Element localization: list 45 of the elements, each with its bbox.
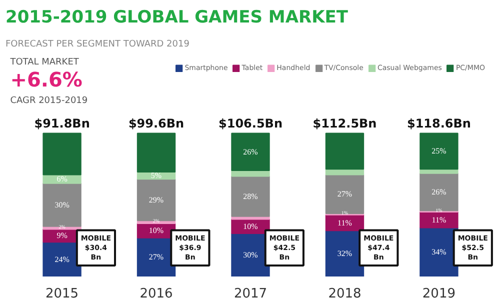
bar: [42, 182, 82, 227]
text: TOTAL MARKET: [9, 57, 80, 68]
annotation: $118.6Bn: [406, 116, 471, 130]
bar: [325, 132, 364, 170]
data-label: 10%: [148, 226, 164, 236]
x-tick-label: 2017: [234, 286, 268, 300]
data-label: 28%: [243, 192, 258, 201]
data-label: 25%: [432, 146, 447, 156]
data-label: 30%: [243, 250, 258, 260]
bar: [136, 132, 176, 172]
data-label: 27%: [337, 190, 352, 199]
data-label: 9%: [56, 231, 68, 240]
x-tick-label: 2016: [140, 286, 173, 300]
data-label: 10%: [243, 222, 258, 231]
bar: [42, 132, 82, 176]
x-tick-label: 2018: [328, 286, 362, 300]
bar: [136, 178, 176, 222]
data-label: 5%: [150, 171, 162, 180]
annotation: $112.5Bn: [312, 116, 377, 130]
bar: [420, 172, 458, 212]
data-label: 32%: [337, 249, 352, 258]
data-label: 6%: [56, 174, 68, 184]
bar: [325, 174, 364, 214]
data-label: 26%: [432, 187, 447, 196]
chart-title: 2015-2019 GLOBAL GAMES MARKET: [6, 8, 348, 28]
bar: [420, 212, 458, 228]
data-label: 24%: [54, 254, 70, 264]
annotation: $99.6Bn: [128, 116, 184, 130]
text: +6.6%: [10, 68, 82, 92]
bar: [231, 176, 270, 217]
bar: [420, 132, 458, 170]
chart-subtitle: FORECAST PER SEGMENT TOWARD 2019: [6, 40, 190, 50]
data-label: 29%: [148, 195, 164, 204]
annotation: $91.8Bn: [34, 116, 90, 130]
data-label: 27%: [148, 252, 164, 262]
annotation: $106.5Bn: [218, 116, 282, 130]
x-tick-label: 2019: [422, 286, 456, 300]
data-label: 11%: [432, 215, 446, 224]
text: CAGR 2015-2019: [10, 96, 88, 106]
bar: [231, 132, 270, 172]
x-tick-label: 2015: [45, 286, 79, 300]
data-label: 34%: [432, 248, 447, 257]
data-label: 11%: [338, 218, 352, 228]
data-label: 26%: [243, 147, 258, 156]
data-label: 30%: [54, 200, 70, 210]
